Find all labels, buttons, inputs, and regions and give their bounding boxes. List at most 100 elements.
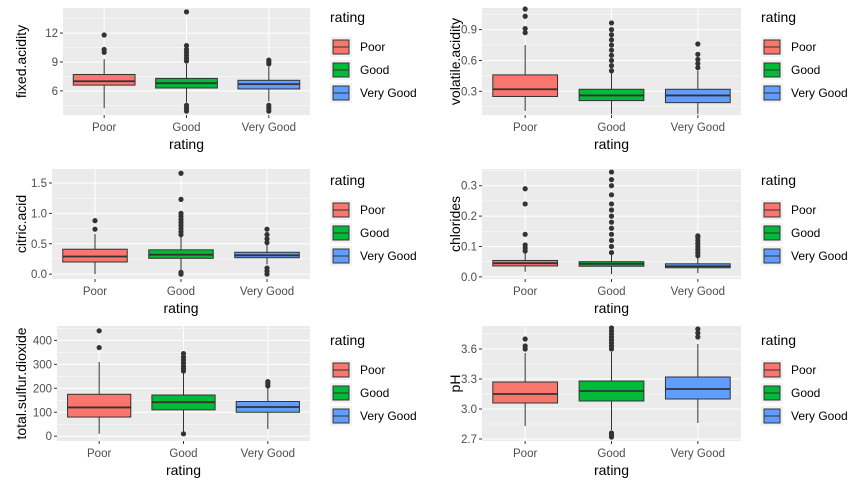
y-tick-label: 0 [46,431,52,443]
legend-label-good: Good [360,386,389,400]
box-good [148,170,214,277]
outlier-point [608,47,615,53]
legend-label-poor: Poor [360,203,385,217]
y-tick-label: 1.0 [31,208,47,220]
box-very-good [664,233,731,274]
legend-title: rating [761,332,796,348]
y-tick-label: 2.7 [461,434,477,446]
outlier-point [264,265,270,271]
x-tick-label: Poor [513,122,537,134]
y-axis-title: volatile.acidity [447,18,463,105]
outlier-point [178,269,184,275]
x-axis-title: rating [163,300,198,316]
outlier-point [266,102,272,108]
panel-citric-acid: 0.0 0.5 1.0 1.5 Poor Good Very Good rating citri… [13,169,417,316]
box-very-good [664,326,731,423]
outlier-point [264,236,270,242]
y-tick-label: 0.3 [461,181,477,193]
x-tick-label: Very Good [671,122,725,134]
y-tick-label: 0.9 [461,25,477,37]
outlier-point [608,243,615,250]
legend-label-good: Good [791,63,820,77]
outlier-point [522,25,528,32]
box-poor [67,328,132,434]
panel-fixed-acidity: 6 9 12 Poor Good Very Good rating fixed.acidity… [13,8,417,152]
outlier-point [180,354,187,360]
y-axis-title: pH [447,375,463,393]
legend-label-very-good: Very Good [791,249,848,263]
outlier-point [608,57,615,64]
outlier-point [608,219,615,225]
box-good [151,350,216,437]
box-very-good [664,41,731,114]
box-good [155,9,218,114]
legend-title: rating [761,9,796,25]
outlier-point [608,183,615,189]
outlier-point [264,232,270,238]
legend-label-poor: Poor [360,40,385,54]
legend-label-good: Good [791,386,820,400]
outlier-point [695,60,701,67]
legend-label-poor: Poor [791,363,816,377]
outlier-point [695,326,701,332]
legend-label-very-good: Very Good [360,86,417,100]
panel-volatile-acidity: 0.3 0.6 0.9 Poor Good Very Good rating volatile… [447,6,848,152]
y-tick-label: 3.6 [461,344,477,356]
outlier-point [522,6,528,12]
outlier-point [695,65,701,71]
outlier-point [608,27,615,33]
y-tick-label: 3.0 [461,404,477,416]
box-poor [492,186,559,272]
y-tick-label: 0.2 [461,211,477,223]
legend-label-good: Good [360,226,389,240]
outlier-point [608,32,615,38]
x-axis-title: rating [594,136,629,152]
outlier-point [608,249,615,256]
legend: rating Poor Good Very Good [330,332,417,426]
legend: rating Poor Good Very Good [330,172,417,266]
outlier-point [608,68,615,74]
outlier-point [266,57,272,63]
legend-title: rating [330,332,365,348]
outlier-point [180,350,187,357]
outlier-point [608,177,615,183]
outlier-point [183,102,190,108]
outlier-point [695,51,701,57]
y-tick-label: 0.5 [31,239,47,251]
outlier-point [608,213,615,219]
outlier-point [608,63,615,69]
outlier-point [96,328,102,334]
box-very-good [235,378,300,430]
legend-label-poor: Poor [791,203,816,217]
outlier-point [183,9,190,15]
y-axis-title: chlorides [447,196,463,252]
outlier-point [608,225,615,231]
outlier-point [522,242,528,248]
outlier-point [608,201,615,207]
outlier-point [608,430,615,436]
x-tick-label: Very Good [240,286,294,298]
panel-total-sulfur-dioxide: 0 100 200 300 400 Poor Good Very Good rating tota… [13,326,417,478]
y-tick-label: 0.3 [461,86,477,98]
y-tick-label: 0.1 [461,241,477,253]
x-axis-title: rating [594,462,629,478]
x-tick-label: Good [167,286,195,298]
y-tick-label: 300 [33,359,52,371]
legend: rating Poor Good Very Good [330,9,417,103]
legend: rating Poor Good Very Good [761,172,848,266]
y-axis-title: fixed.acidity [13,25,29,98]
x-tick-label: Very Good [242,122,296,134]
box-body [492,381,559,404]
legend-label-very-good: Very Good [360,249,417,263]
outlier-point [101,32,107,38]
x-tick-label: Poor [87,448,111,460]
x-tick-label: Good [169,448,197,460]
box-good [578,20,645,114]
y-tick-label: 400 [33,335,52,347]
outlier-point [695,41,701,47]
outlier-point [522,201,528,207]
x-tick-label: Poor [513,286,537,298]
x-tick-label: Poor [83,286,107,298]
legend-label-poor: Poor [360,363,385,377]
legend-title: rating [330,9,365,25]
